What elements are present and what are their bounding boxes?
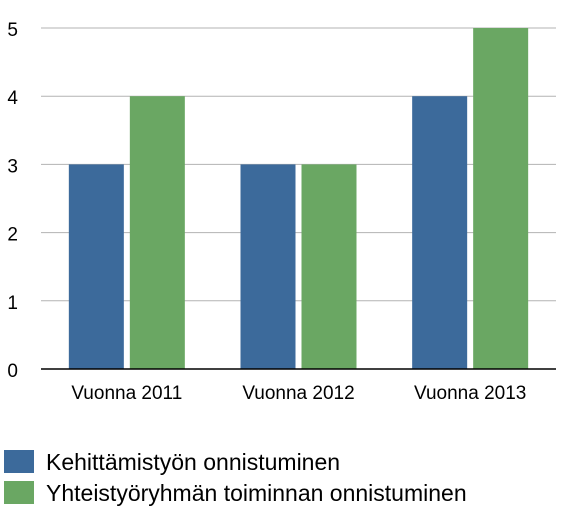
bar	[129, 96, 185, 369]
y-tick-label: 3	[7, 156, 18, 177]
legend-label: Kehittämistyön onnistuminen	[46, 448, 341, 475]
bars	[68, 28, 529, 369]
bar	[68, 164, 124, 369]
y-axis-ticks: 0 1 2 3 4 5	[7, 20, 18, 382]
bar-chart: 0 1 2 3 4 5 Vuonna 2011 Vuonna 2012 Vuonna 2013	[7, 20, 556, 404]
y-tick-label: 2	[7, 225, 18, 246]
gridlines	[41, 27, 556, 302]
x-tick-label: Vuonna 2011	[71, 383, 182, 404]
x-tick-label: Vuonna 2012	[242, 383, 354, 404]
x-tick-label: Vuonna 2013	[414, 383, 526, 404]
x-axis-ticks: Vuonna 2011 Vuonna 2012 Vuonna 2013	[71, 383, 526, 404]
y-tick-label: 1	[7, 293, 18, 314]
legend-label: Yhteistyöryhmän toiminnan onnistuminen	[46, 479, 467, 506]
y-tick-label: 4	[7, 88, 18, 109]
bar	[473, 28, 529, 369]
bar	[240, 164, 296, 369]
bar	[301, 164, 357, 369]
legend-swatch	[4, 450, 34, 473]
legend-item: Yhteistyöryhmän toiminnan onnistuminen	[4, 477, 564, 508]
legend-swatch	[4, 481, 34, 504]
legend: Kehittämistyön onnistuminen Yhteistyöryh…	[4, 446, 564, 508]
bar	[412, 96, 468, 369]
legend-item: Kehittämistyön onnistuminen	[4, 446, 564, 477]
y-tick-label: 0	[7, 361, 18, 382]
y-tick-label: 5	[7, 20, 18, 41]
